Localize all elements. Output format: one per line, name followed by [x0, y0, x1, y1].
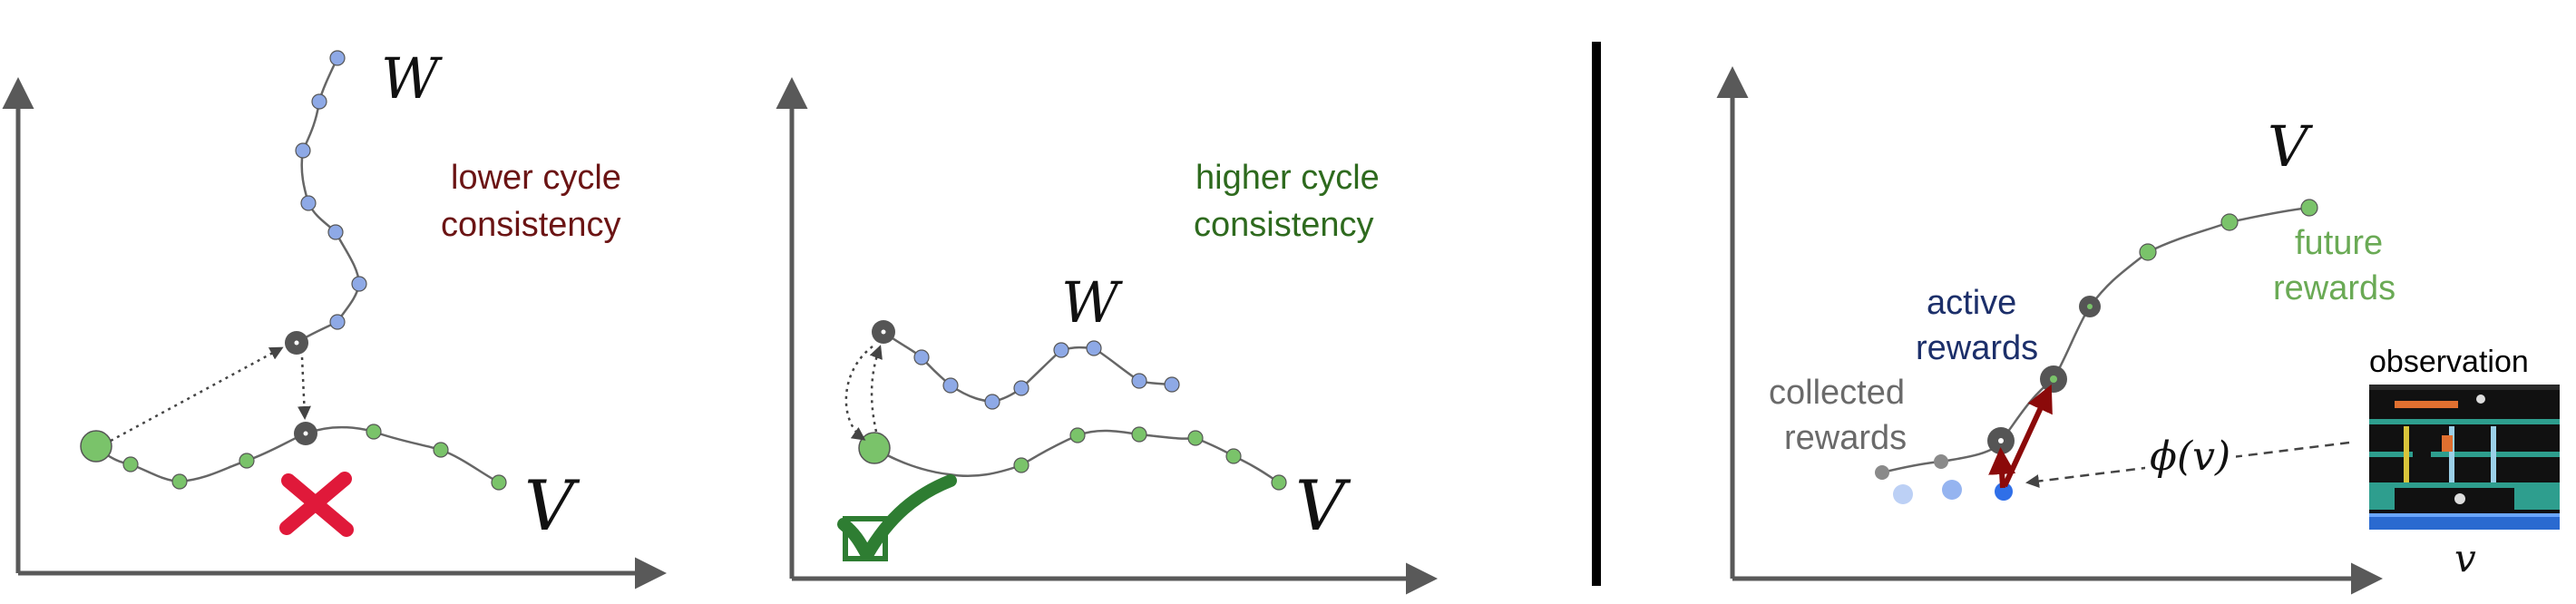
panel1-dotted-arrow-to-v — [297, 356, 311, 420]
collected-rewards-line1: collected — [1769, 374, 1905, 412]
collected-rewards-line2: rewards — [1784, 419, 1907, 457]
reward-arrows — [1988, 384, 2053, 489]
w-node — [351, 276, 367, 292]
panel2-dotted-arrow-to-v — [844, 346, 873, 441]
v-node — [239, 453, 255, 469]
panel3-v-label: V — [2268, 113, 2314, 180]
panel-rewards: ϕ(v) V future rewards active rewards col… — [1716, 66, 2560, 595]
active-rewards-line2: rewards — [1916, 329, 2038, 367]
embedding-label: ϕ(v) — [2150, 434, 2230, 480]
w-node — [311, 93, 327, 110]
panel-lower-consistency: W V lower cycle consistency — [2, 45, 667, 589]
embedding-points — [1893, 480, 2013, 504]
v-node — [433, 442, 449, 458]
v-node — [1271, 474, 1287, 491]
w-node — [913, 349, 930, 365]
w-node — [327, 224, 344, 240]
w-node — [984, 394, 1000, 410]
panel1-axes — [2, 77, 667, 589]
v-node — [1013, 457, 1029, 473]
reward-arrow — [1988, 447, 2016, 489]
future-reward-node — [2220, 213, 2239, 231]
check-icon — [837, 474, 957, 561]
panel2-v-label: V — [1295, 465, 1351, 546]
panel-divider — [1592, 42, 1601, 586]
future-reward-node — [2300, 199, 2318, 217]
v-node — [122, 456, 139, 472]
observation-variable: v — [2454, 536, 2476, 580]
future-rewards-line1: future — [2295, 224, 2383, 262]
collected-reward-node — [1875, 465, 1889, 480]
w-node — [1053, 342, 1069, 358]
panel1-annotation-line2: consistency — [441, 206, 621, 244]
panel3-axes — [1716, 66, 2383, 595]
embedding-label-bg — [2145, 431, 2236, 478]
v-node — [366, 424, 382, 440]
panel1-v-nodes — [80, 422, 507, 491]
v-node — [491, 474, 507, 491]
w-node — [300, 195, 317, 211]
v-node-start — [80, 430, 112, 463]
panel1-w-label: W — [381, 45, 443, 112]
w-node — [942, 377, 959, 394]
w-node — [1086, 340, 1102, 356]
w-node — [1164, 376, 1180, 393]
observation-image — [2369, 385, 2560, 530]
panel2-dotted-arrow-to-w — [869, 345, 883, 433]
w-node — [329, 50, 346, 66]
panel1-annotation-line1: lower cycle — [451, 159, 621, 197]
v-node — [1225, 448, 1242, 464]
panel1-v-label: V — [524, 465, 581, 546]
reward-arrow — [2002, 384, 2053, 488]
future-rewards-line2: rewards — [2273, 269, 2395, 307]
w-node — [1013, 380, 1029, 396]
cross-icon — [279, 472, 354, 537]
panel1-dotted-arrow-to-w — [110, 346, 284, 443]
panel2-annotation-line1: higher cycle — [1195, 159, 1380, 197]
panel2-annotation-line2: consistency — [1194, 206, 1374, 244]
embedding-point-current — [1995, 482, 2013, 501]
panel2-w-nodes — [872, 320, 1180, 410]
v-node-start — [858, 432, 891, 464]
panel1-w-nodes — [285, 50, 367, 355]
embedding-point — [1942, 480, 1962, 500]
panel2-v-nodes — [858, 426, 1287, 491]
v-node — [1131, 426, 1147, 443]
w-node — [1131, 373, 1147, 389]
panel2-v-curve — [873, 429, 1280, 484]
v-node — [171, 473, 188, 490]
v-node — [1187, 430, 1204, 446]
v-node — [1069, 427, 1086, 443]
active-rewards-line1: active — [1927, 284, 2016, 322]
w-node — [295, 142, 311, 159]
collected-reward-node — [1934, 454, 1948, 469]
w-node — [329, 314, 346, 330]
panel-higher-consistency: W V higher cycle consistency — [776, 77, 1438, 595]
panel2-w-label: W — [1061, 269, 1123, 336]
panel2-axes — [776, 77, 1438, 595]
embedding-point — [1893, 484, 1913, 504]
observation-label: observation — [2369, 345, 2529, 379]
future-reward-node — [2139, 243, 2157, 261]
